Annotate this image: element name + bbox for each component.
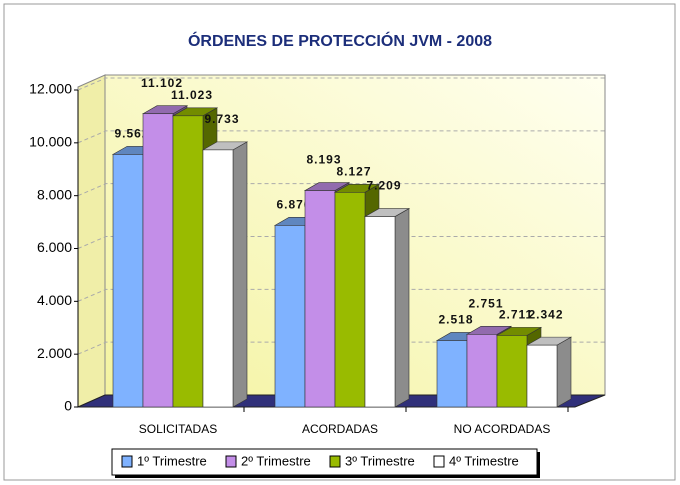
x-tick-label: NO ACORDADAS <box>454 422 551 436</box>
value-label: 8.127 <box>336 164 371 178</box>
value-label: 7.209 <box>366 179 401 193</box>
value-label: 6.876 <box>276 198 311 212</box>
y-tick-label: 10.000 <box>29 134 72 150</box>
grid-line <box>77 77 605 91</box>
legend-label: 1º Trimestre <box>137 453 207 468</box>
y-tick-label: 0 <box>64 398 72 414</box>
bar <box>436 340 468 408</box>
legend-label: 4º Trimestre <box>449 453 519 468</box>
value-label: 2.711 <box>499 308 533 322</box>
grid-line <box>77 236 605 249</box>
value-label: 11.023 <box>171 88 213 102</box>
y-tick-label: 4.000 <box>37 292 72 308</box>
x-tick-label: ACORDADAS <box>302 422 378 436</box>
legend-swatch <box>225 455 237 468</box>
legend-swatch <box>329 455 341 468</box>
grid-line <box>77 183 605 197</box>
value-label: 9.562 <box>114 127 149 141</box>
bar <box>202 149 234 408</box>
bar <box>274 225 306 408</box>
legend-label: 2º Trimestre <box>241 453 311 468</box>
y-tick-label: 12.000 <box>29 81 72 97</box>
chart-title: ÓRDENES DE PROTECCIÓN JVM - 2008 <box>188 31 492 50</box>
value-label: 9.733 <box>204 112 239 126</box>
grid-line <box>77 130 605 144</box>
grid-line <box>77 341 605 355</box>
side-wall <box>77 74 106 408</box>
bar <box>364 216 396 408</box>
bar <box>112 154 144 408</box>
bar <box>496 335 528 408</box>
x-tick-label: SOLICITADAS <box>139 422 217 436</box>
bar <box>526 344 558 408</box>
value-label: 2.751 <box>468 296 503 310</box>
bar-side <box>556 336 572 408</box>
value-label: 8.193 <box>306 153 341 167</box>
bar <box>304 190 336 408</box>
legend-swatch <box>121 455 133 468</box>
y-tick-label: 8.000 <box>37 186 72 202</box>
bar <box>466 334 498 408</box>
legend-label: 3º Trimestre <box>345 453 415 468</box>
y-tick-label: 6.000 <box>37 239 72 255</box>
bar <box>172 115 204 408</box>
value-label: 2.342 <box>528 307 563 321</box>
bar-side <box>232 141 248 408</box>
value-label: 2.518 <box>438 313 473 327</box>
legend-swatch <box>433 455 445 468</box>
bar-side <box>394 208 410 408</box>
grid-line <box>77 288 605 302</box>
bar <box>142 113 174 408</box>
legend <box>111 448 538 476</box>
bar <box>334 192 366 408</box>
value-label: 11.102 <box>141 76 183 90</box>
y-tick-label: 2.000 <box>37 345 72 361</box>
